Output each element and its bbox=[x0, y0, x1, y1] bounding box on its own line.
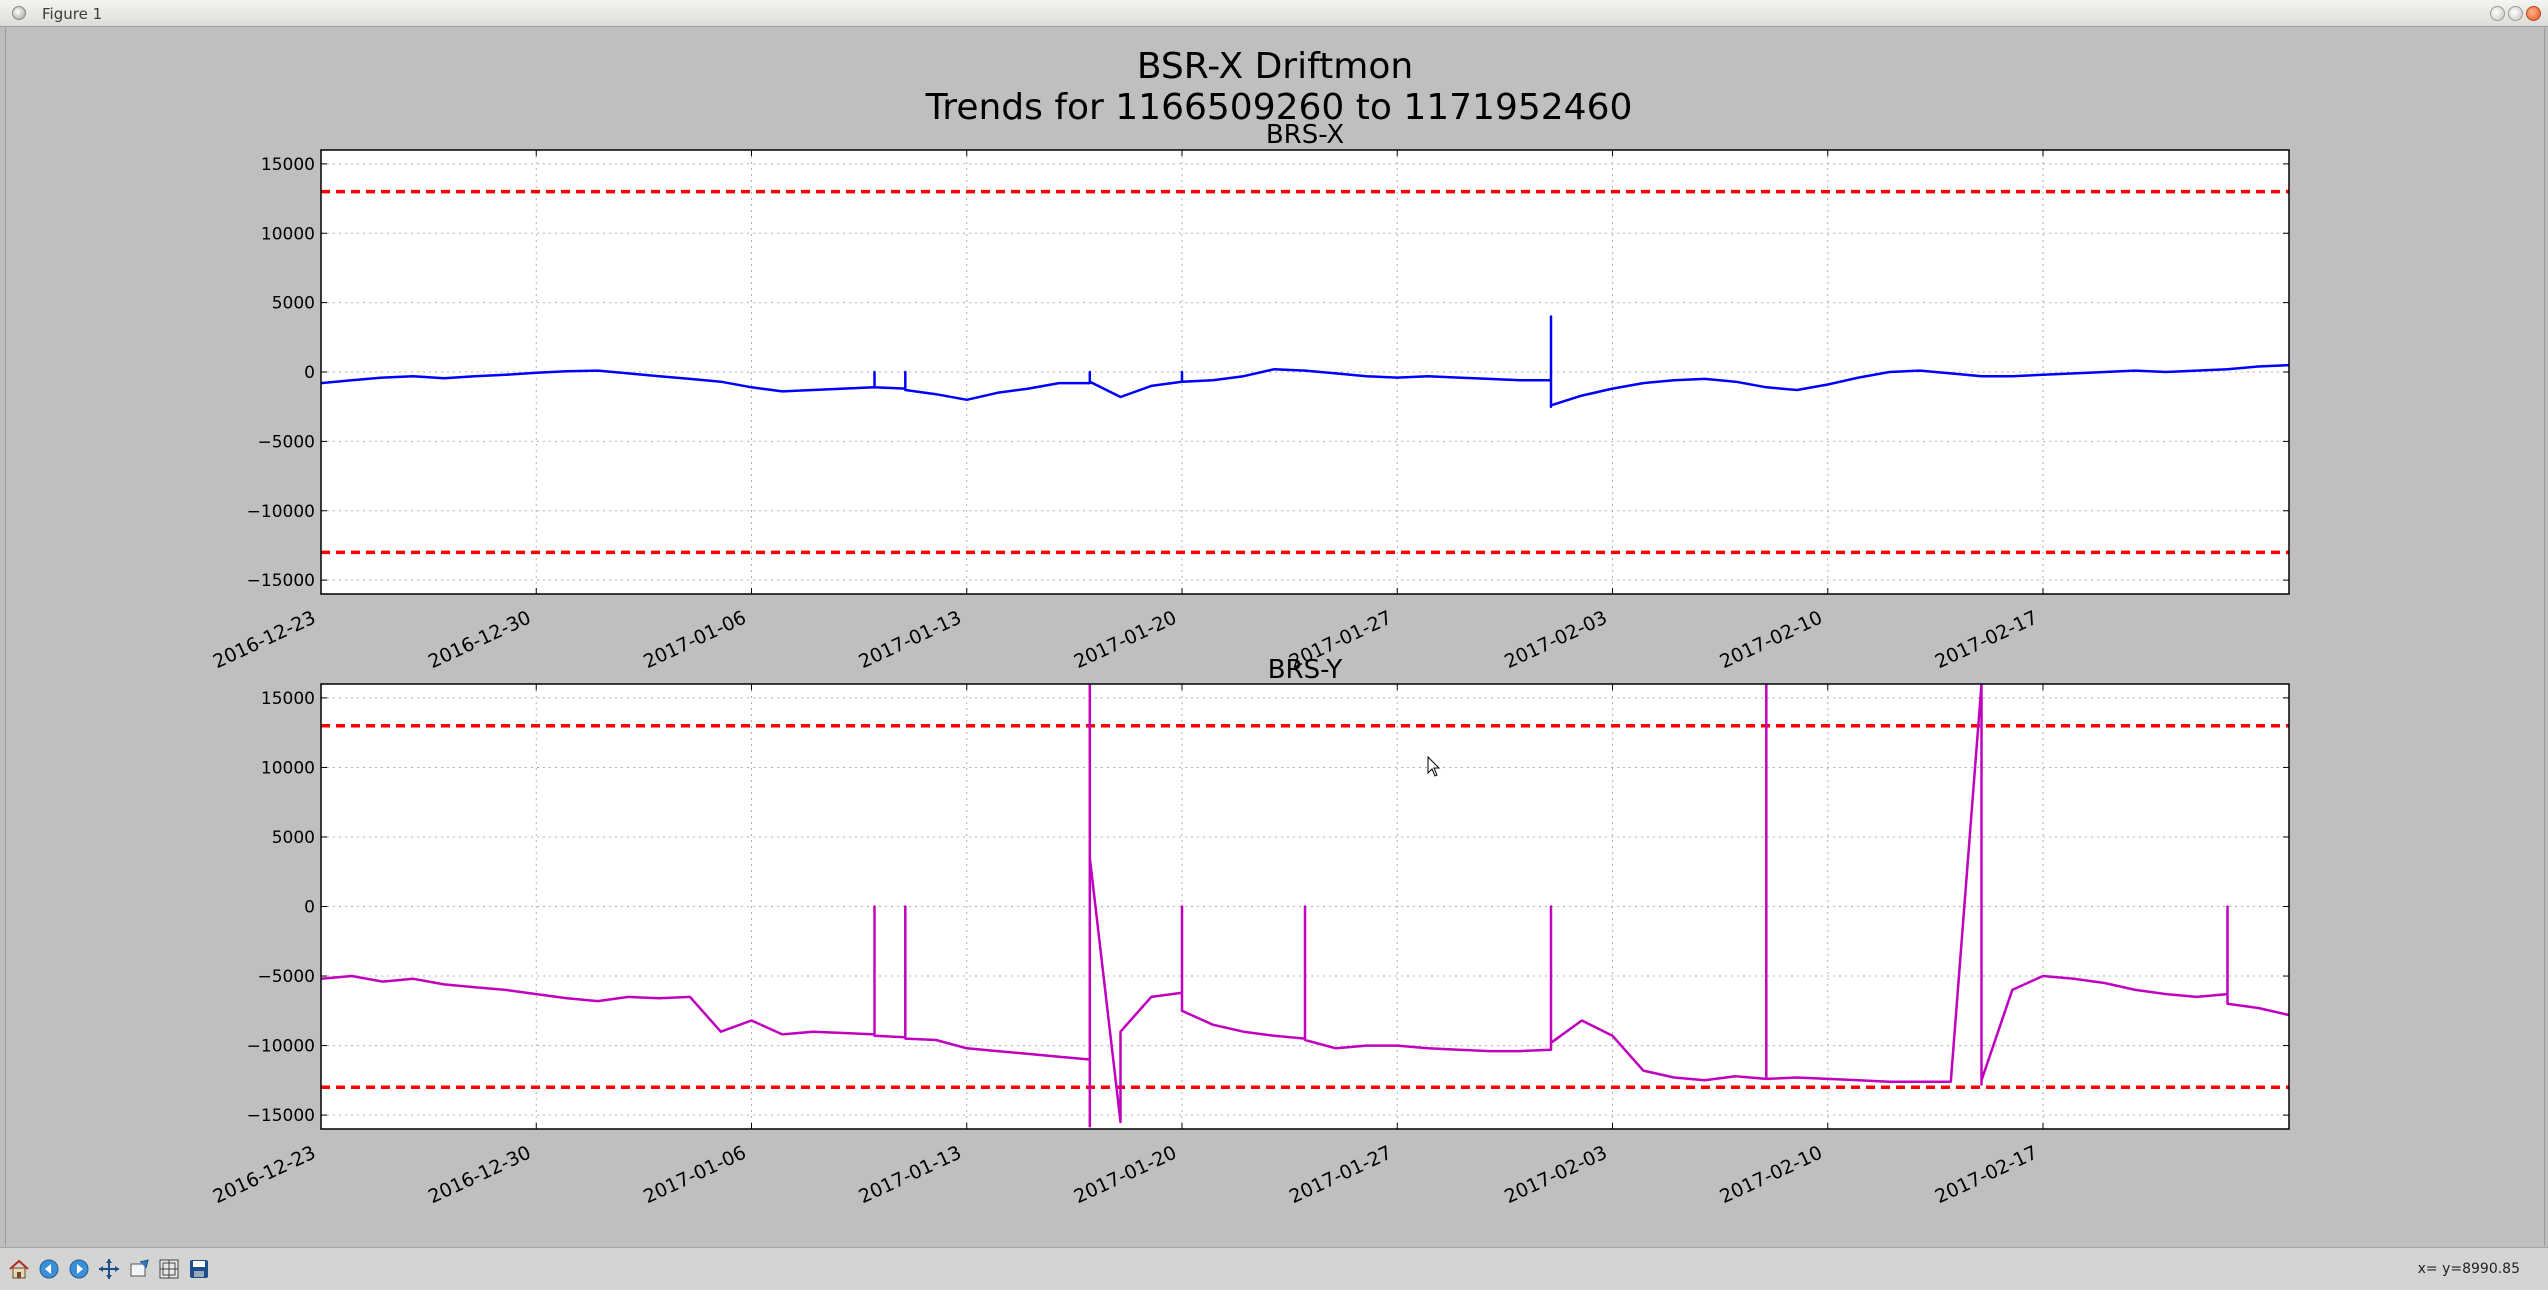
brs-x-y-tick-label: −5000 bbox=[257, 432, 315, 452]
brs-y-x-tick-label: 2016-12-23 bbox=[210, 1142, 319, 1209]
brs-x-y-tick-label: 5000 bbox=[272, 294, 315, 314]
brs-y-subplot-title: BRS-Y bbox=[1268, 655, 1343, 685]
navigation-toolbar: x= y=8990.85 bbox=[0, 1247, 2548, 1290]
subplot-brs-x: BRS-X 2016-12-23 2016-12-30 2017-01-06 2017-… bbox=[210, 120, 2290, 674]
save-icon[interactable] bbox=[186, 1256, 212, 1282]
brs-x-x-tick-label: 2017-02-17 bbox=[1932, 607, 2041, 674]
brs-x-subplot-title: BRS-X bbox=[1266, 120, 1344, 150]
brs-y-x-tick-label: 2017-02-10 bbox=[1716, 1142, 1825, 1209]
brs-y-x-tick-label: 2016-12-30 bbox=[425, 1142, 534, 1209]
chart-area: BSR-X Driftmon Trends for 1166509260 to … bbox=[210, 46, 2290, 1209]
brs-x-y-tick-label: −10000 bbox=[247, 502, 315, 522]
forward-icon[interactable] bbox=[66, 1256, 92, 1282]
brs-x-axes-frame bbox=[320, 149, 2290, 595]
chart-suptitle-line1: BSR-X Driftmon bbox=[1137, 46, 1413, 87]
brs-x-y-tick-label: 10000 bbox=[261, 224, 315, 244]
brs-y-x-tick-label: 2017-01-27 bbox=[1286, 1142, 1395, 1209]
coordinate-readout: x= y=8990.85 bbox=[2417, 1261, 2520, 1277]
brs-x-y-tick-label: 0 bbox=[304, 363, 315, 383]
maximize-icon[interactable] bbox=[2508, 6, 2523, 21]
brs-x-y-tick-label: 15000 bbox=[261, 155, 315, 175]
brs-y-x-tick-label: 2017-02-03 bbox=[1501, 1142, 1610, 1209]
brs-x-x-tick-label: 2016-12-30 bbox=[425, 607, 534, 674]
brs-y-axes-frame bbox=[320, 683, 2290, 1130]
brs-y-x-tick-label: 2017-01-13 bbox=[855, 1142, 964, 1209]
pan-icon[interactable] bbox=[96, 1256, 122, 1282]
mouse-cursor-icon bbox=[1427, 756, 1441, 777]
brs-y-x-tick-label: 2017-01-06 bbox=[640, 1142, 749, 1209]
subplot-brs-y: BRS-Y 2016-12-23 2016-12-30 2017-01-06 2017-… bbox=[210, 655, 2290, 1209]
brs-x-x-tick-label: 2017-02-03 bbox=[1501, 607, 1610, 674]
configure-subplots-icon[interactable] bbox=[156, 1256, 182, 1282]
brs-x-x-tick-label: 2017-01-13 bbox=[855, 607, 964, 674]
brs-y-y-tick-label: 0 bbox=[304, 898, 315, 918]
brs-y-y-tick-label: 15000 bbox=[261, 689, 315, 709]
brs-y-y-tick-label: −5000 bbox=[257, 967, 315, 987]
brs-x-x-tick-label: 2017-02-10 bbox=[1716, 607, 1825, 674]
brs-y-y-tick-label: 10000 bbox=[261, 758, 315, 778]
window-titlebar: Figure 1 bbox=[0, 0, 2548, 27]
window-title: Figure 1 bbox=[42, 5, 103, 23]
brs-x-series-line bbox=[321, 315, 2289, 408]
back-icon[interactable] bbox=[36, 1256, 62, 1282]
brs-x-x-tick-label: 2017-01-06 bbox=[640, 607, 749, 674]
brs-y-series-line bbox=[321, 684, 2289, 1128]
brs-x-x-tick-label: 2016-12-23 bbox=[210, 607, 319, 674]
window-menu-icon[interactable] bbox=[12, 6, 26, 20]
brs-y-x-tick-label: 2017-02-17 bbox=[1932, 1142, 2041, 1209]
brs-y-x-tick-label: 2017-01-20 bbox=[1071, 1142, 1180, 1209]
chart-suptitle-line2: Trends for 1166509260 to 1171952460 bbox=[925, 87, 1633, 128]
brs-y-y-tick-label: 5000 bbox=[272, 828, 315, 848]
minimize-icon[interactable] bbox=[2490, 6, 2505, 21]
zoom-icon[interactable] bbox=[126, 1256, 152, 1282]
brs-x-x-tick-label: 2017-01-20 bbox=[1071, 607, 1180, 674]
home-icon[interactable] bbox=[6, 1256, 32, 1282]
close-icon[interactable] bbox=[2526, 6, 2541, 21]
brs-y-y-tick-label: −15000 bbox=[247, 1106, 315, 1126]
brs-y-y-tick-label: −10000 bbox=[247, 1037, 315, 1057]
brs-x-y-tick-label: −15000 bbox=[247, 571, 315, 591]
